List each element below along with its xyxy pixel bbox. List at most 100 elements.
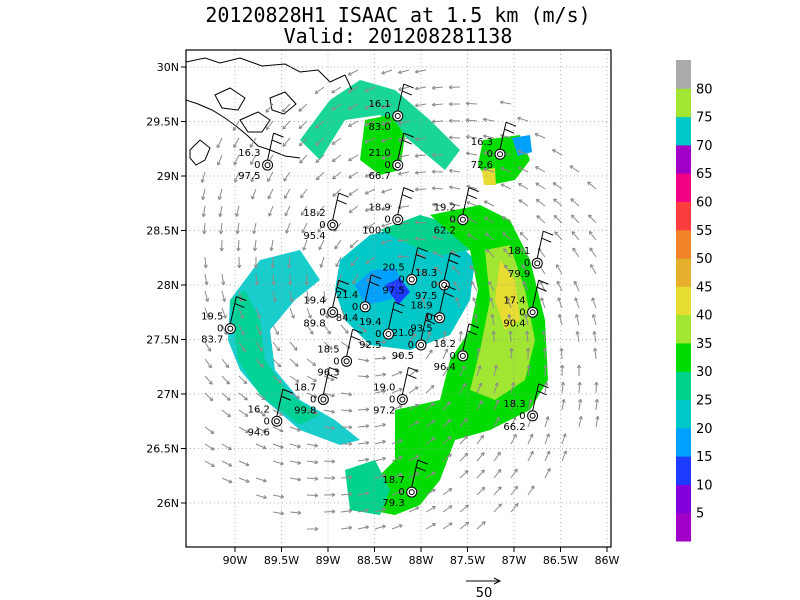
- wind-vector-78: [272, 324, 279, 336]
- colorbar-segment-6: [676, 342, 691, 372]
- wind-vector-90: [282, 137, 291, 147]
- wind-vector-388: [524, 313, 529, 326]
- wind-vector-300: [448, 168, 461, 173]
- wind-vector-88: [281, 103, 291, 113]
- wind-vector-144: [323, 409, 336, 414]
- wind-vector-189: [357, 440, 370, 446]
- wind-vector-73: [268, 205, 274, 217]
- wind-vector-135: [317, 222, 325, 233]
- station-barb-10: [364, 274, 382, 302]
- plot-area: 16.3097.516.1083.021.0066.716.3072.618.2…: [186, 50, 611, 547]
- wind-vector-410: [544, 416, 550, 428]
- wind-vector-367: [504, 264, 512, 275]
- colorbar-label-3: 20: [696, 422, 713, 437]
- wind-vector-99: [289, 341, 298, 351]
- station-marker-14: [224, 323, 236, 335]
- station-speed-12: 18.9: [410, 301, 432, 312]
- wind-vector-4: [203, 256, 208, 269]
- wind-vector-225: [391, 387, 403, 394]
- wind-vector-158: [335, 256, 342, 268]
- wind-vector-451: [594, 381, 599, 394]
- wind-speed-field: [228, 80, 548, 515]
- wind-vector-320: [465, 134, 478, 140]
- wind-vector-250: [408, 506, 420, 513]
- wind-vector-21: [221, 273, 226, 286]
- station-barb-6: [462, 187, 480, 215]
- station-pct-9: 97.5: [415, 291, 437, 302]
- wind-vector-423: [559, 347, 564, 360]
- wind-vector-31: [221, 477, 233, 484]
- wind-vector-350: [491, 330, 496, 343]
- wind-vector-247: [408, 455, 420, 462]
- wind-vector-198: [364, 171, 376, 178]
- station-marker-17: [341, 355, 353, 367]
- wind-vector-446: [590, 263, 597, 275]
- station-marker-2: [392, 159, 404, 171]
- wind-vector-60: [255, 341, 263, 352]
- wind-vector-140: [323, 324, 331, 335]
- lon-tick-label-7: 86.5W: [543, 554, 578, 567]
- station-barb-12: [439, 285, 456, 313]
- wind-vector-106: [289, 477, 302, 482]
- lat-tick-label-2: 29N: [157, 170, 179, 183]
- wind-vector-26: [221, 375, 230, 385]
- wind-vector-131: [315, 137, 325, 146]
- wind-vector-11: [204, 392, 214, 402]
- wind-vector-258: [414, 220, 427, 225]
- wind-vector-59: [255, 324, 262, 336]
- wind-vector-57: [254, 273, 259, 286]
- station-barb-15: [387, 301, 405, 330]
- wind-vector-123: [306, 409, 318, 415]
- wind-vector-44: [238, 375, 248, 385]
- colorbar-segment-8: [676, 286, 691, 316]
- wind-vector-449: [592, 330, 597, 343]
- south-band: [370, 400, 455, 515]
- station-barb-7: [536, 230, 554, 259]
- wind-vector-134: [316, 205, 325, 216]
- wind-vector-349: [490, 313, 495, 326]
- wind-vector-93: [284, 205, 291, 217]
- wind-vector-416: [553, 198, 563, 207]
- wind-vector-452: [594, 398, 600, 411]
- wind-vector-133: [315, 171, 325, 181]
- wind-vector-147: [323, 475, 336, 481]
- station-speed-21: 16.2: [248, 404, 270, 415]
- wind-vector-120: [306, 358, 317, 367]
- station-dir-15: 0: [375, 329, 381, 340]
- wind-vector-206: [374, 372, 387, 377]
- wind-vector-101: [289, 375, 300, 383]
- wind-vector-340: [482, 134, 495, 139]
- station-pct-23: 79.3: [382, 498, 404, 509]
- station-barb-5: [397, 187, 414, 215]
- wind-vector-145: [323, 426, 336, 431]
- wind-vector-112: [300, 188, 308, 199]
- station-speed-20: 19.0: [373, 382, 395, 393]
- wind-vector-8: [204, 341, 212, 352]
- wind-vector-339: [482, 117, 495, 122]
- wind-vector-215: [381, 103, 393, 109]
- wind-vector-136: [318, 239, 325, 251]
- wind-vector-179: [348, 205, 359, 214]
- wind-vector-29: [221, 443, 232, 451]
- station-marker-20: [396, 393, 408, 405]
- wind-vector-390: [525, 347, 531, 360]
- station-pct-10: 84.4: [336, 313, 358, 324]
- wind-vector-362: [500, 166, 512, 173]
- east-band-max: [495, 260, 520, 330]
- wind-vector-164: [340, 392, 353, 397]
- lat-tick-label-7: 26.5N: [146, 443, 179, 456]
- wind-vector-348: [489, 297, 495, 309]
- wind-vector-105: [289, 460, 302, 465]
- wind-vector-62: [255, 392, 266, 401]
- station-marker-inner-5: [394, 216, 401, 223]
- station-pct-20: 97.2: [373, 405, 395, 416]
- station-dir-19: 0: [310, 394, 316, 405]
- wind-vector-30: [221, 460, 233, 467]
- station-dir-5: 0: [384, 215, 390, 226]
- wind-vector-114: [301, 222, 308, 234]
- wind-vector-443: [588, 214, 597, 224]
